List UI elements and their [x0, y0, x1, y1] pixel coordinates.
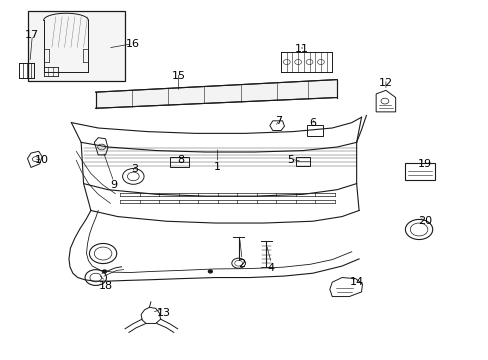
Text: 12: 12	[378, 78, 392, 88]
FancyBboxPatch shape	[306, 126, 322, 136]
Circle shape	[102, 270, 106, 273]
Text: 20: 20	[417, 216, 431, 226]
Polygon shape	[96, 80, 336, 108]
Text: 13: 13	[157, 308, 171, 318]
Text: 6: 6	[308, 118, 316, 128]
Text: 15: 15	[171, 71, 185, 81]
Text: 11: 11	[294, 44, 308, 54]
Text: 16: 16	[125, 39, 139, 49]
Text: 8: 8	[177, 155, 184, 165]
FancyBboxPatch shape	[27, 12, 125, 81]
FancyBboxPatch shape	[170, 157, 188, 167]
Text: 2: 2	[238, 259, 245, 269]
FancyBboxPatch shape	[405, 163, 434, 180]
FancyBboxPatch shape	[295, 157, 310, 166]
Text: 9: 9	[110, 180, 117, 190]
Text: 14: 14	[349, 277, 363, 287]
Text: 5: 5	[287, 155, 294, 165]
Text: 3: 3	[131, 164, 138, 174]
Text: 1: 1	[214, 162, 221, 172]
Text: 19: 19	[417, 159, 431, 169]
Circle shape	[208, 270, 212, 273]
Text: 18: 18	[98, 281, 112, 291]
Text: 4: 4	[267, 263, 274, 273]
Text: 7: 7	[275, 116, 282, 126]
Text: 17: 17	[25, 30, 40, 40]
Text: 10: 10	[35, 155, 49, 165]
